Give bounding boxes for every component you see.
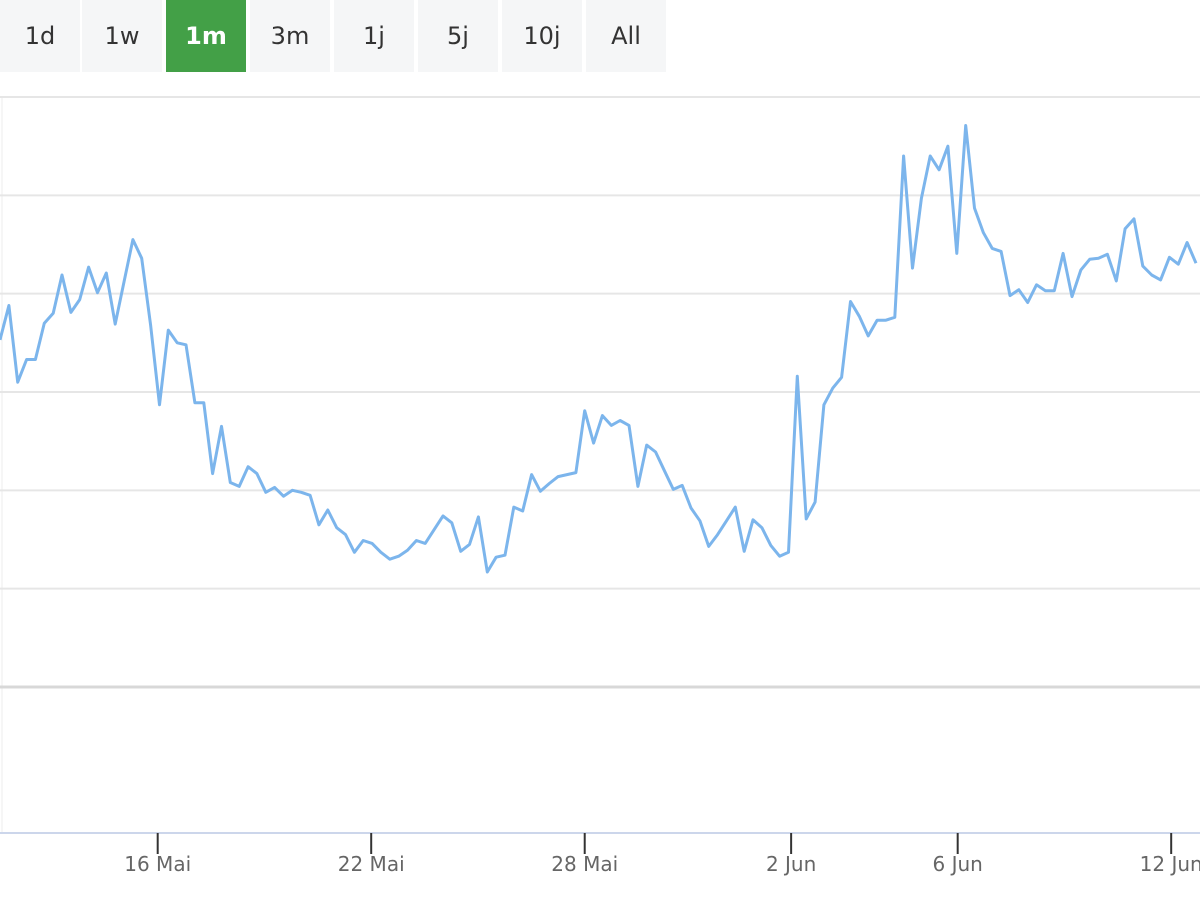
range-button[interactable]: 5j	[418, 0, 498, 72]
x-tick-label: 12 Jun	[1140, 852, 1200, 876]
series-line	[0, 124, 1198, 574]
x-tick-label: 16 Mai	[124, 852, 191, 876]
x-tick-label: 22 Mai	[338, 852, 405, 876]
range-button[interactable]: 1j	[334, 0, 414, 72]
x-tick-label: 2 Jun	[766, 852, 816, 876]
x-tick-label: 6 Jun	[933, 852, 983, 876]
range-button[interactable]: 10j	[502, 0, 582, 72]
range-button[interactable]: 1m	[166, 0, 246, 72]
range-button[interactable]: All	[586, 0, 666, 72]
x-tick-label: 28 Mai	[551, 852, 618, 876]
range-button[interactable]: 1d	[0, 0, 80, 72]
range-button[interactable]: 3m	[250, 0, 330, 72]
range-button[interactable]: 1w	[82, 0, 162, 72]
